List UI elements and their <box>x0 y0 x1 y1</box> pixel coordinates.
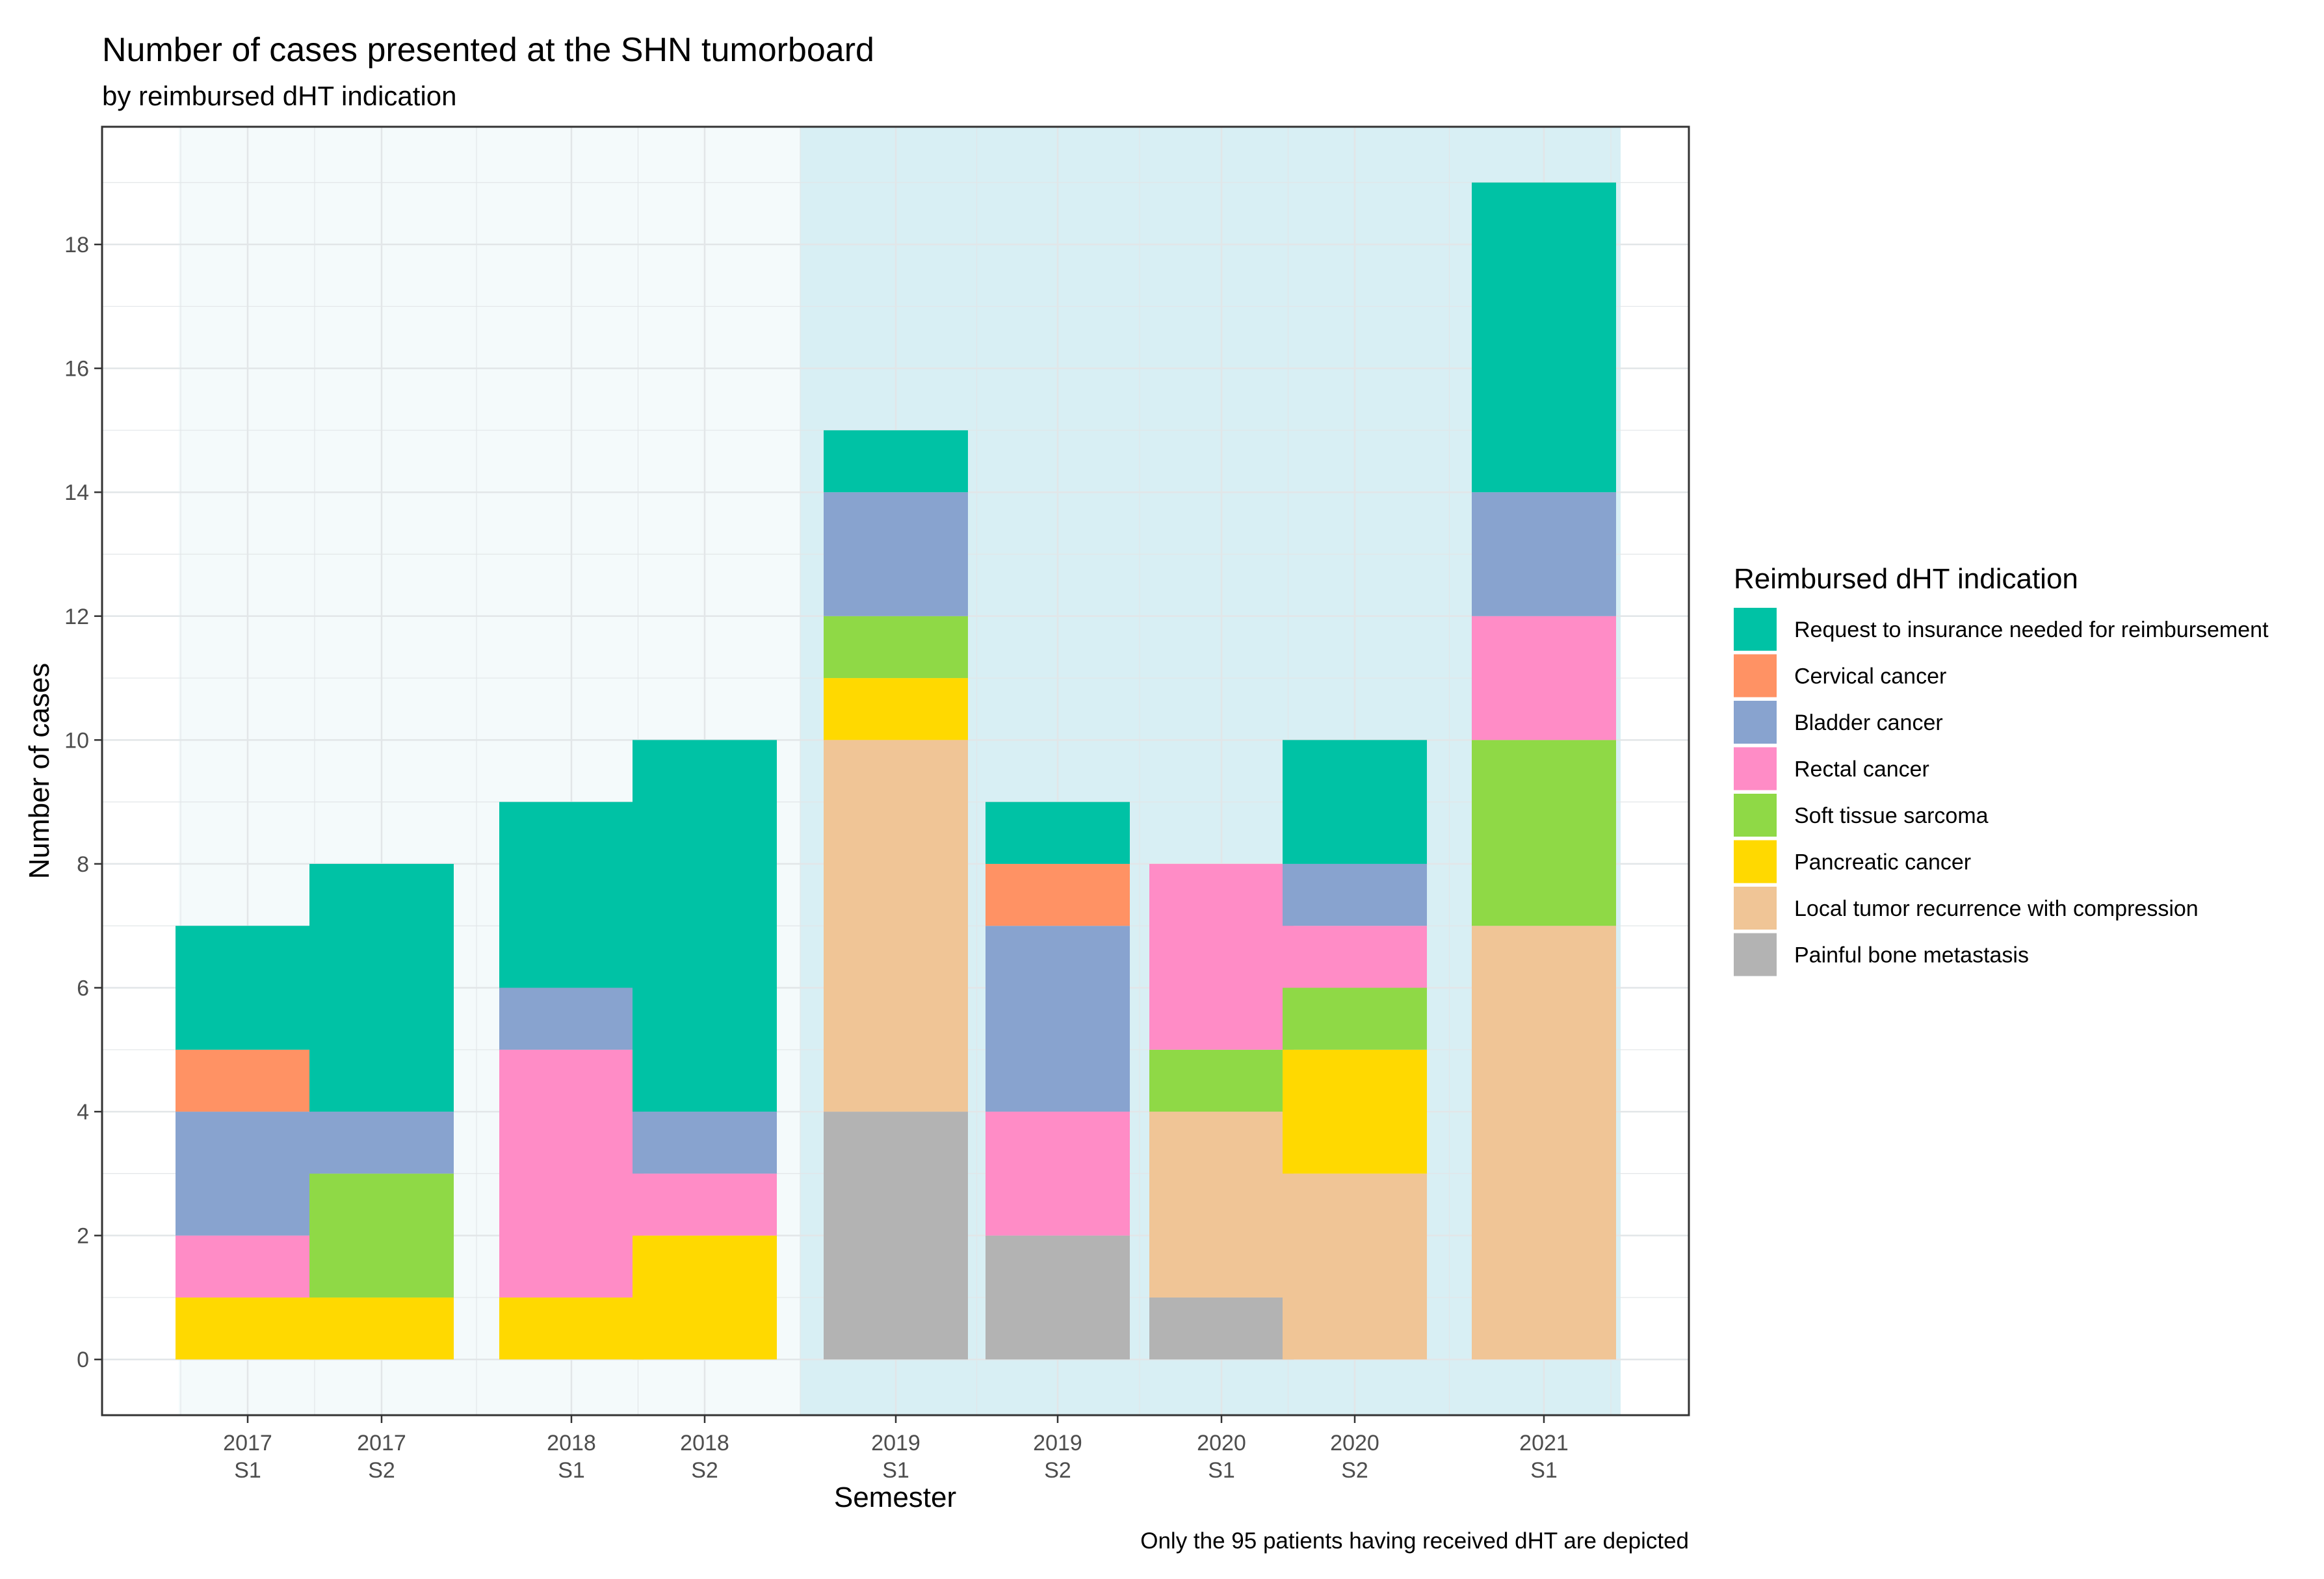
bar-segment-2020-S2-rectal-cancer <box>1283 926 1427 988</box>
x-tick-label-year: 2018 <box>547 1431 596 1455</box>
x-tick-label-year: 2019 <box>1033 1431 1082 1455</box>
bar-segment-2017-S2-soft-tissue-sarcoma <box>309 1173 454 1298</box>
bar-segment-2020-S1-painful-bone-metastasis <box>1149 1297 1294 1360</box>
bar-segment-2019-S2-rectal-cancer <box>986 1112 1130 1236</box>
legend-label-7: Local tumor recurrence with compression <box>1794 896 2199 921</box>
bar-segment-2019-S2-painful-bone-metastasis <box>986 1235 1130 1360</box>
x-tick-label-year: 2017 <box>223 1431 272 1455</box>
legend-label-8: Painful bone metastasis <box>1794 943 2029 968</box>
bar-segment-2021-S1-bladder-cancer <box>1472 492 1616 616</box>
bar-segment-2018-S1-bladder-cancer <box>499 987 644 1050</box>
legend-label-6: Pancreatic cancer <box>1794 850 1971 875</box>
legend-key-1 <box>1734 608 1777 651</box>
bar-segment-2018-S1-pancreatic-cancer <box>499 1297 644 1360</box>
legend: Reimbursed dHT indication Request to ins… <box>1734 563 2269 976</box>
bar-segment-2021-S1-request-to-insurance-needed-for-reimbursement <box>1472 182 1616 493</box>
bar-segment-2020-S1-rectal-cancer <box>1149 863 1294 1050</box>
legend-key-7 <box>1734 887 1777 930</box>
bar-segment-2018-S1-request-to-insurance-needed-for-reimbursement <box>499 802 644 988</box>
x-tick-label-year: 2017 <box>357 1431 406 1455</box>
legend-key-4 <box>1734 747 1777 790</box>
bar-segment-2021-S1-local-tumor-recurrence-with-compression <box>1472 926 1616 1360</box>
x-tick-label-semester: S2 <box>691 1458 718 1483</box>
x-tick-label-semester: S1 <box>1530 1458 1558 1483</box>
y-tick-label: 6 <box>77 976 89 1001</box>
bar-segment-2020-S2-bladder-cancer <box>1283 863 1427 926</box>
x-tick-label-semester: S1 <box>882 1458 909 1483</box>
y-tick-label: 14 <box>64 480 89 505</box>
legend-label-3: Bladder cancer <box>1794 711 1943 735</box>
x-tick-label-year: 2019 <box>871 1431 920 1455</box>
bar-segment-2021-S1-rectal-cancer <box>1472 616 1616 740</box>
axes-layer: 0 2 4 6 8 10 12 14 16 18 2017 S1 2017 S2 2018 S1 2018 S2 2… <box>64 233 1569 1483</box>
bar-segment-2017-S1-request-to-insurance-needed-for-reimbursement <box>176 926 320 1050</box>
legend-key-6 <box>1734 840 1777 883</box>
legend-key-2 <box>1734 654 1777 698</box>
legend-key-8 <box>1734 933 1777 976</box>
legend-title: Reimbursed dHT indication <box>1734 563 2078 595</box>
bar-segment-2019-S1-local-tumor-recurrence-with-compression <box>824 740 968 1112</box>
legend-items: Request to insurance needed for reimburs… <box>1734 608 2269 976</box>
bars-layer <box>176 182 1616 1360</box>
y-tick-label: 4 <box>77 1100 89 1125</box>
bar-segment-2020-S2-soft-tissue-sarcoma <box>1283 987 1427 1050</box>
bar-segment-2019-S1-soft-tissue-sarcoma <box>824 616 968 679</box>
legend-label-1: Request to insurance needed for reimburs… <box>1794 618 2269 642</box>
bar-segment-2021-S1-soft-tissue-sarcoma <box>1472 740 1616 926</box>
y-tick-label: 10 <box>64 728 89 753</box>
bar-segment-2018-S2-pancreatic-cancer <box>633 1235 777 1360</box>
bar-segment-2019-S2-request-to-insurance-needed-for-reimbursement <box>986 802 1130 864</box>
chart-title: Number of cases presented at the SHN tum… <box>102 31 874 69</box>
bar-segment-2019-S2-bladder-cancer <box>986 926 1130 1112</box>
chart-subtitle: by reimbursed dHT indication <box>102 81 457 111</box>
bar-segment-2017-S1-pancreatic-cancer <box>176 1297 320 1360</box>
legend-label-5: Soft tissue sarcoma <box>1794 803 1989 828</box>
y-tick-label: 2 <box>77 1224 89 1249</box>
y-tick-label: 0 <box>77 1348 89 1372</box>
bar-segment-2019-S1-pancreatic-cancer <box>824 678 968 740</box>
x-tick-label-year: 2020 <box>1197 1431 1246 1455</box>
bar-segment-2020-S1-local-tumor-recurrence-with-compression <box>1149 1112 1294 1298</box>
x-tick-label-semester: S1 <box>234 1458 261 1483</box>
bar-segment-2019-S1-request-to-insurance-needed-for-reimbursement <box>824 430 968 493</box>
bar-segment-2018-S2-bladder-cancer <box>633 1112 777 1174</box>
bar-segment-2017-S1-rectal-cancer <box>176 1235 320 1298</box>
y-tick-label: 18 <box>64 233 89 257</box>
bar-segment-2017-S1-bladder-cancer <box>176 1112 320 1236</box>
bar-segment-2020-S2-local-tumor-recurrence-with-compression <box>1283 1173 1427 1360</box>
legend-key-5 <box>1734 794 1777 837</box>
x-axis-title: Semester <box>834 1481 956 1513</box>
legend-label-2: Cervical cancer <box>1794 664 1946 689</box>
bar-segment-2020-S1-soft-tissue-sarcoma <box>1149 1049 1294 1112</box>
x-tick-label-year: 2021 <box>1519 1431 1569 1455</box>
y-tick-label: 16 <box>64 357 89 382</box>
y-tick-label: 8 <box>77 852 89 877</box>
bar-segment-2017-S2-request-to-insurance-needed-for-reimbursement <box>309 863 454 1112</box>
bar-segment-2020-S2-request-to-insurance-needed-for-reimbursement <box>1283 740 1427 864</box>
y-axis-title: Number of cases <box>23 663 55 880</box>
y-tick-label: 12 <box>64 605 89 629</box>
bar-segment-2018-S2-request-to-insurance-needed-for-reimbursement <box>633 740 777 1112</box>
x-tick-label-semester: S2 <box>1044 1458 1071 1483</box>
bar-segment-2017-S2-bladder-cancer <box>309 1112 454 1174</box>
x-tick-label-year: 2020 <box>1330 1431 1379 1455</box>
bar-segment-2018-S2-rectal-cancer <box>633 1173 777 1236</box>
bar-segment-2019-S1-painful-bone-metastasis <box>824 1112 968 1360</box>
legend-key-3 <box>1734 701 1777 744</box>
x-tick-label-semester: S1 <box>558 1458 585 1483</box>
chart-caption: Only the 95 patients having received dHT… <box>1140 1528 1689 1554</box>
x-tick-label-semester: S2 <box>368 1458 395 1483</box>
bar-segment-2019-S1-bladder-cancer <box>824 492 968 616</box>
bar-segment-2017-S2-pancreatic-cancer <box>309 1297 454 1360</box>
x-tick-label-semester: S1 <box>1208 1458 1235 1483</box>
bar-segment-2017-S1-cervical-cancer <box>176 1049 320 1112</box>
bar-segment-2020-S2-pancreatic-cancer <box>1283 1049 1427 1174</box>
x-tick-label-year: 2018 <box>680 1431 729 1455</box>
legend-label-4: Rectal cancer <box>1794 757 1929 782</box>
bar-segment-2018-S1-rectal-cancer <box>499 1049 644 1298</box>
bar-segment-2019-S2-cervical-cancer <box>986 863 1130 926</box>
x-tick-label-semester: S2 <box>1341 1458 1368 1483</box>
